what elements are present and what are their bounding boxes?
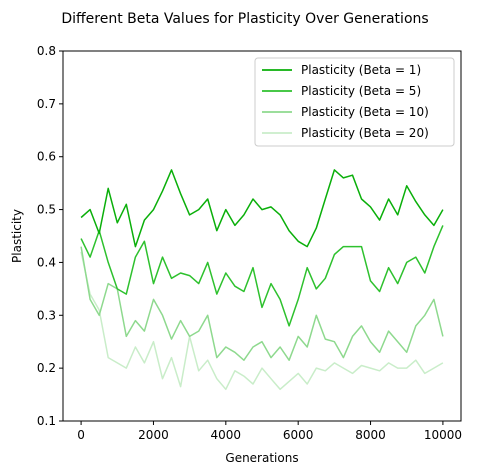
series-layer bbox=[80, 169, 444, 391]
plot-frame bbox=[62, 50, 462, 422]
y-tick-label: 0.5 bbox=[37, 203, 56, 217]
y-tick-label: 0.7 bbox=[37, 97, 56, 111]
legend-label-2: Plasticity (Beta = 5) bbox=[301, 84, 421, 98]
x-axis-ticks: 0 2000 4000 6000 8000 10000 bbox=[77, 421, 462, 442]
x-tick-label: 8000 bbox=[355, 428, 386, 442]
chart-title: Different Beta Values for Plasticity Ove… bbox=[61, 11, 428, 27]
x-tick-label: 2000 bbox=[138, 428, 169, 442]
x-tick-label: 6000 bbox=[283, 428, 314, 442]
x-tick-label: 0 bbox=[77, 428, 85, 442]
legend-label-1: Plasticity (Beta = 1) bbox=[301, 63, 421, 77]
y-tick-label: 0.1 bbox=[37, 414, 56, 428]
y-tick-label: 0.3 bbox=[37, 308, 56, 322]
x-tick-label: 10000 bbox=[424, 428, 462, 442]
legend-label-4: Plasticity (Beta = 20) bbox=[301, 126, 429, 140]
series-line-2 bbox=[80, 225, 444, 327]
legend-label-3: Plasticity (Beta = 10) bbox=[301, 105, 429, 119]
x-tick-label: 4000 bbox=[211, 428, 242, 442]
y-axis-label: Plasticity bbox=[10, 209, 24, 263]
y-tick-label: 0.6 bbox=[37, 150, 56, 164]
series-line-4 bbox=[80, 251, 444, 391]
series-line-3 bbox=[80, 246, 444, 361]
y-axis-ticks: 0.1 0.2 0.3 0.4 0.5 0.6 0.7 0.8 bbox=[37, 44, 63, 428]
y-tick-label: 0.2 bbox=[37, 361, 56, 375]
legend: Plasticity (Beta = 1) Plasticity (Beta = … bbox=[254, 57, 455, 147]
legend-box bbox=[254, 57, 455, 147]
x-axis-label: Generations bbox=[225, 451, 298, 465]
series-line-1 bbox=[80, 169, 444, 248]
y-tick-label: 0.4 bbox=[37, 255, 56, 269]
y-tick-label: 0.8 bbox=[37, 44, 56, 58]
